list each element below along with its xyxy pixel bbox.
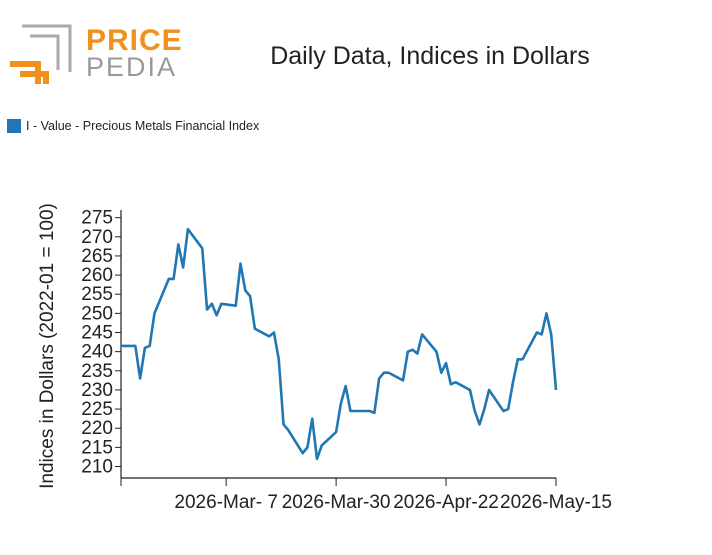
chart-title: Daily Data, Indices in Dollars <box>270 42 590 70</box>
y-tick-label: 220 <box>81 418 113 439</box>
y-tick-label: 230 <box>81 380 113 401</box>
y-tick-label: 245 <box>81 323 113 344</box>
y-tick-label: 250 <box>81 303 113 324</box>
legend[interactable]: I - Value - Precious Metals Financial In… <box>7 119 259 133</box>
legend-label: I - Value - Precious Metals Financial In… <box>26 119 260 133</box>
series-layer <box>121 227 558 461</box>
y-tick-label: 240 <box>81 342 113 363</box>
y-axis: 2102152202252302352402452502552602652702… <box>81 208 122 478</box>
legend-swatch <box>7 119 21 133</box>
logo-mark-icon <box>10 24 72 84</box>
y-tick-label: 210 <box>81 457 113 478</box>
pricepedia-logo: PRICE PEDIA <box>8 24 182 84</box>
y-tick-label: 215 <box>81 437 113 458</box>
y-tick-label: 255 <box>81 284 113 305</box>
x-tick-label: 2026-Mar- 7 <box>174 492 278 513</box>
y-tick-label: 260 <box>81 265 113 286</box>
y-tick-label: 225 <box>81 399 113 420</box>
x-tick-label: 2026-Apr-22 <box>393 492 499 513</box>
y-tick-label: 235 <box>81 361 113 382</box>
y-tick-label: 275 <box>81 208 113 229</box>
y-axis-label: Indices in Dollars (2022-01 = 100) <box>37 203 58 489</box>
series-line <box>121 227 558 461</box>
logo-word-price: PRICE <box>86 24 183 57</box>
x-axis: 2026-Mar- 7 2026-Mar-30 2026-Apr-22 2026-Ma… <box>120 477 612 513</box>
y-tick-label: 265 <box>81 246 113 267</box>
logo-word-pedia: PEDIA <box>86 52 178 82</box>
y-tick-label: 270 <box>81 227 113 248</box>
x-tick-label: 2026-Mar-30 <box>282 492 391 513</box>
x-tick-label: 2026-May-15 <box>500 492 612 513</box>
